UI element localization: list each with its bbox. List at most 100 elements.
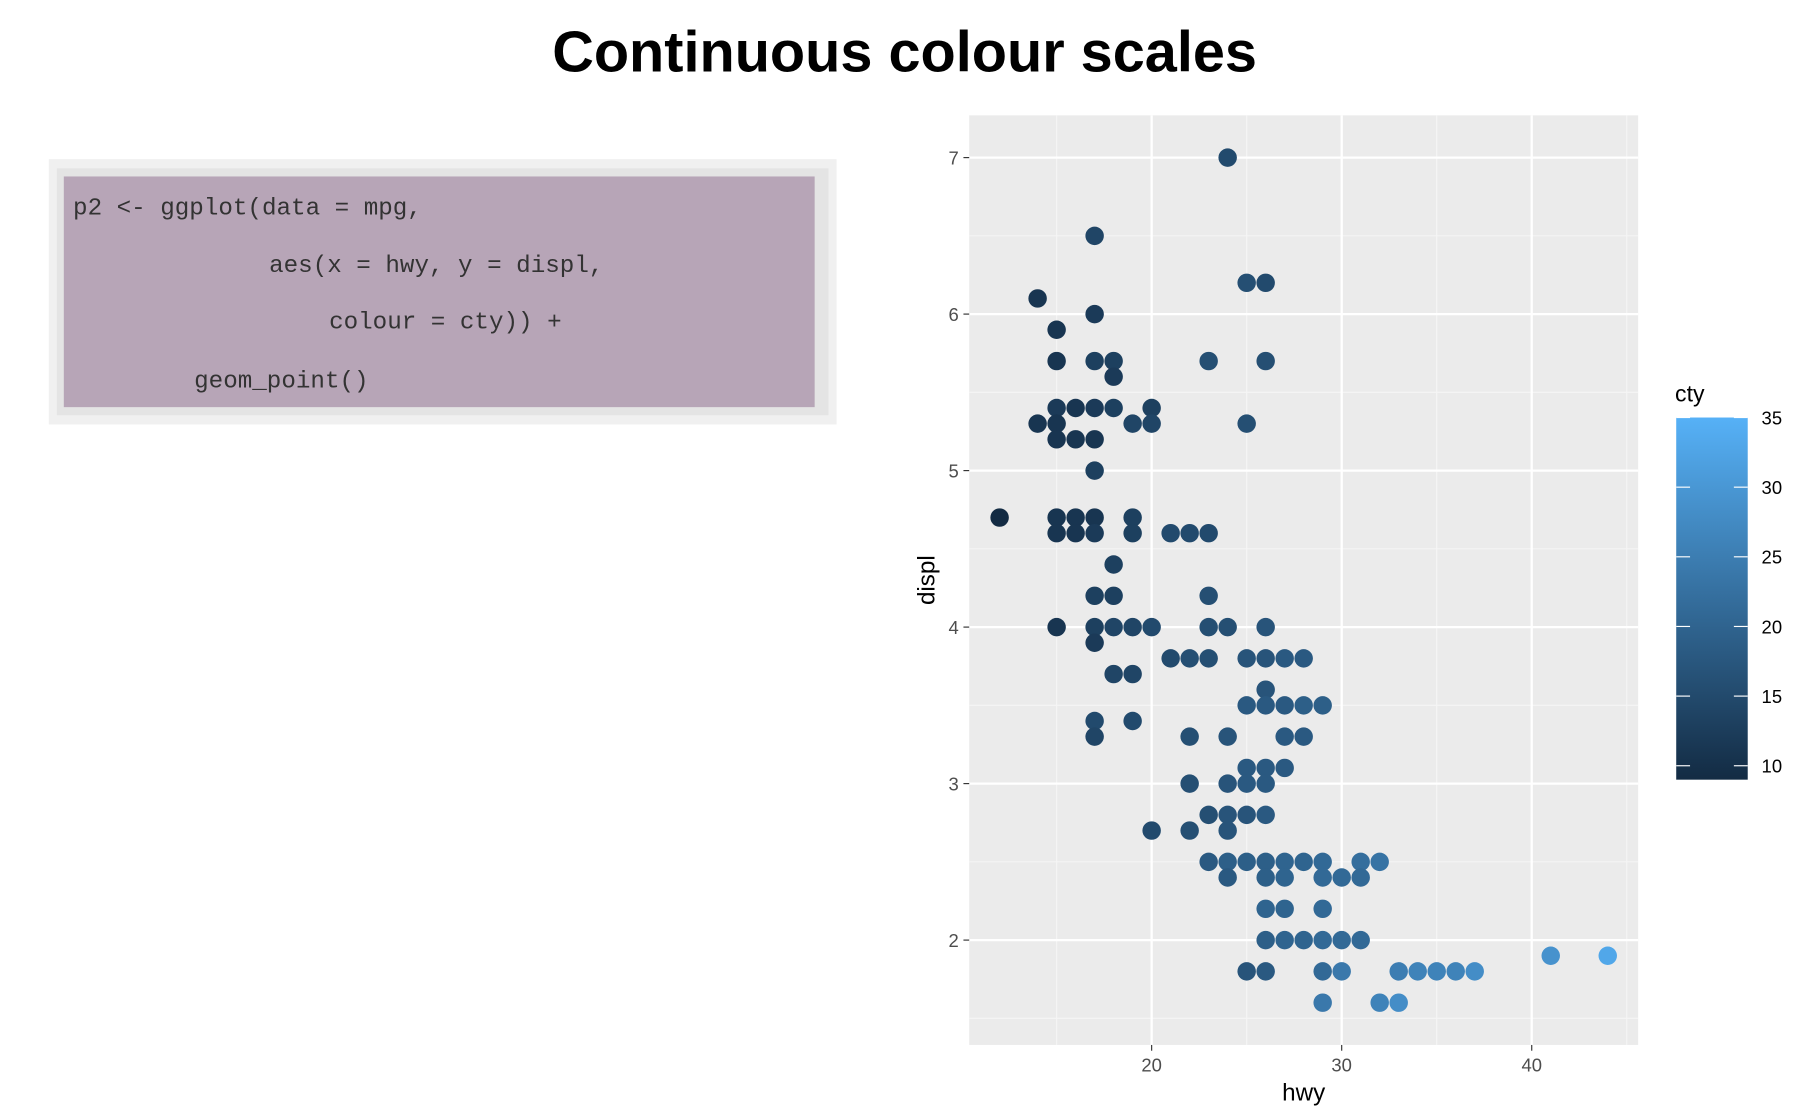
x-tick-label: 40 — [1521, 1054, 1542, 1075]
point — [1028, 289, 1047, 308]
point — [1047, 617, 1066, 637]
point — [1256, 962, 1275, 981]
point — [1123, 414, 1142, 433]
point — [1218, 774, 1237, 793]
point — [1294, 852, 1313, 872]
point — [1275, 930, 1294, 950]
point — [1294, 696, 1313, 715]
code-line: p2 <- ggplot(data = mpg, — [73, 196, 422, 223]
point — [1199, 523, 1218, 543]
point — [1465, 962, 1484, 981]
legend-label: 35 — [1762, 407, 1783, 428]
point — [1047, 523, 1066, 543]
point — [1066, 430, 1085, 449]
point — [1275, 899, 1294, 919]
point — [1218, 727, 1237, 746]
legend-label: 30 — [1762, 477, 1783, 498]
y-tick-label: 2 — [949, 930, 959, 951]
y-tick-label: 4 — [949, 617, 959, 638]
point — [1275, 868, 1294, 887]
point — [1256, 680, 1275, 699]
point — [1180, 649, 1199, 668]
point — [1085, 351, 1104, 371]
point — [1180, 774, 1199, 793]
point — [1237, 273, 1256, 293]
point — [1294, 930, 1313, 950]
y-tick-label: 5 — [949, 461, 959, 482]
point — [1275, 758, 1294, 778]
point — [1047, 508, 1066, 527]
code-box — [63, 176, 815, 408]
point — [1256, 351, 1275, 371]
point — [1313, 868, 1332, 887]
point — [990, 508, 1009, 527]
point — [1256, 758, 1275, 778]
point — [1104, 664, 1123, 684]
point — [1351, 930, 1370, 950]
point — [1237, 758, 1256, 778]
point — [1085, 461, 1104, 480]
point — [1408, 962, 1427, 981]
point — [1123, 664, 1142, 684]
point — [1541, 946, 1560, 965]
point — [1199, 649, 1218, 668]
point — [1389, 962, 1408, 981]
y-axis-label: displ — [914, 555, 941, 605]
x-tick-label: 20 — [1141, 1054, 1162, 1075]
point — [1047, 398, 1066, 418]
y-tick-label: 3 — [949, 774, 959, 795]
point — [1256, 852, 1275, 872]
point — [1256, 273, 1275, 293]
point — [1123, 711, 1142, 731]
point — [1085, 430, 1104, 449]
point — [1218, 148, 1237, 167]
point — [1237, 774, 1256, 793]
point — [1370, 993, 1389, 1012]
point — [1256, 930, 1275, 950]
y-tick-label: 7 — [949, 148, 959, 169]
point — [1275, 696, 1294, 715]
point — [1313, 930, 1332, 950]
point — [1294, 649, 1313, 668]
legend-label: 10 — [1762, 756, 1783, 777]
point — [1199, 351, 1218, 371]
point — [1123, 617, 1142, 637]
point — [1256, 899, 1275, 919]
point — [1085, 304, 1104, 324]
point — [1237, 649, 1256, 668]
point — [1142, 414, 1161, 433]
point — [1047, 414, 1066, 433]
point — [1256, 774, 1275, 793]
point — [1085, 398, 1104, 418]
point — [1313, 852, 1332, 872]
point — [1275, 727, 1294, 746]
point — [1313, 962, 1332, 981]
point — [1180, 821, 1199, 840]
point — [1256, 649, 1275, 668]
point — [1256, 805, 1275, 825]
point — [1142, 617, 1161, 637]
point — [1218, 805, 1237, 825]
point — [1275, 649, 1294, 668]
point — [1085, 633, 1104, 652]
point — [1256, 696, 1275, 715]
point — [1237, 696, 1256, 715]
legend-label: 20 — [1762, 616, 1783, 637]
point — [1598, 946, 1617, 965]
point — [1104, 555, 1123, 574]
point — [1237, 962, 1256, 981]
point — [1085, 727, 1104, 746]
point — [1351, 852, 1370, 872]
panel — [969, 115, 1639, 1045]
point — [1294, 727, 1313, 746]
point — [1199, 852, 1218, 872]
point — [1313, 696, 1332, 715]
y-tick-label: 6 — [949, 304, 959, 325]
x-axis-label: hwy — [1282, 1079, 1326, 1106]
point — [1047, 430, 1066, 449]
point — [1332, 930, 1351, 950]
point — [1123, 523, 1142, 543]
x-tick-label: 30 — [1331, 1054, 1352, 1075]
